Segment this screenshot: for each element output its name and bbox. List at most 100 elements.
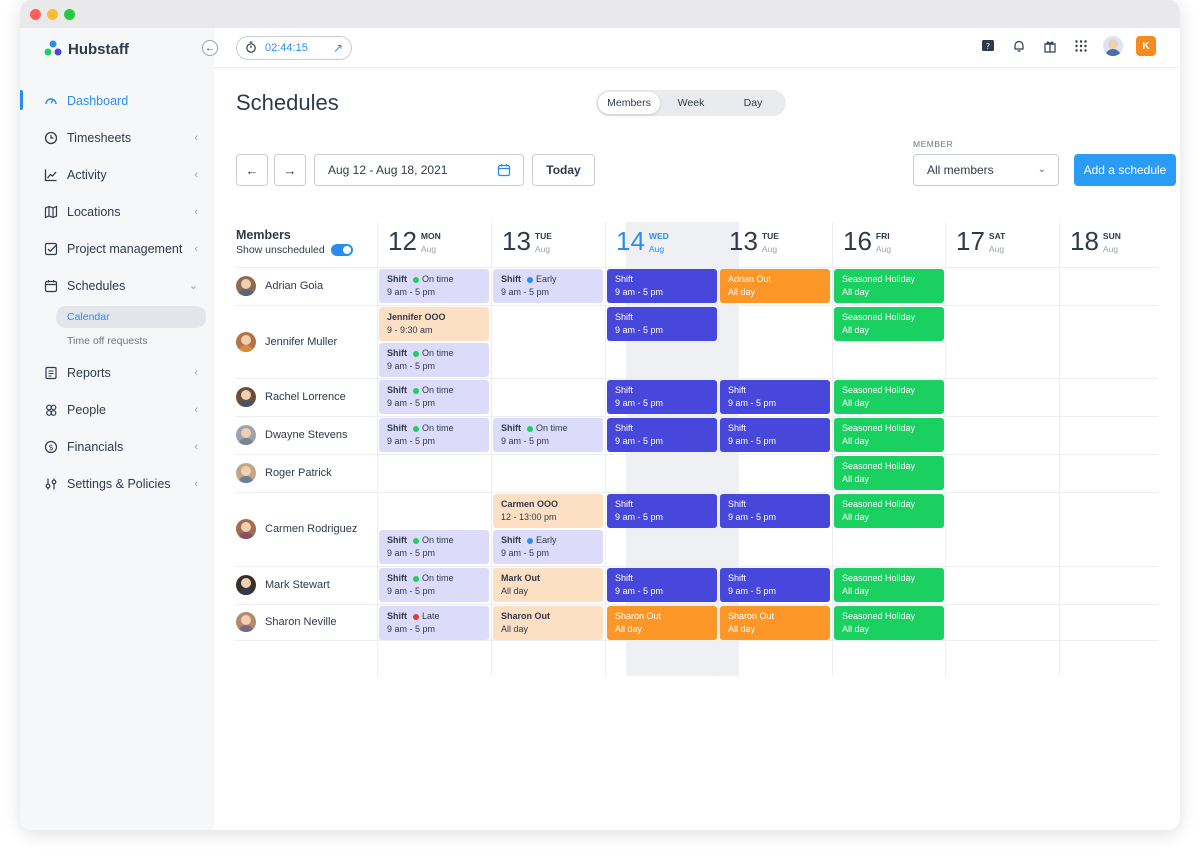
organization-avatar[interactable]: K (1136, 36, 1156, 56)
apps-grid-icon[interactable] (1072, 37, 1090, 55)
sidebar-item-activity[interactable]: Activity ‹ (20, 156, 214, 193)
day-month: Aug (1102, 244, 1119, 254)
sidebar-item-label: Financials (67, 439, 124, 454)
tab-day[interactable]: Day (743, 97, 763, 109)
schedule-event[interactable]: Seasoned Holiday All day (834, 606, 944, 640)
schedule-event[interactable]: Adrian Out All day (720, 269, 830, 303)
sidebar-item-locations[interactable]: Locations ‹ (20, 193, 214, 230)
row-divider (236, 604, 1158, 605)
member-row[interactable]: Jennifer Muller (236, 331, 337, 352)
schedule-event[interactable]: Sharon Out All day (493, 606, 603, 640)
tab-week[interactable]: Week (677, 97, 705, 109)
schedule-event[interactable]: Shift 9 am - 5 pm (607, 307, 717, 341)
schedule-event[interactable]: Shift On time 9 am - 5 pm (379, 343, 489, 377)
event-time: 9 am - 5 pm (501, 436, 550, 446)
day-header[interactable]: 12 MON Aug (388, 226, 441, 256)
schedule-event[interactable]: Shift 9 am - 5 pm (607, 269, 717, 303)
help-icon[interactable]: ? (979, 37, 997, 55)
minimize-window-icon[interactable] (47, 9, 58, 20)
sidebar-subitem-calendar[interactable]: Calendar (56, 306, 206, 328)
schedule-event[interactable]: Carmen OOO 12 - 13:00 pm (493, 494, 603, 528)
schedule-event[interactable]: Shift 9 am - 5 pm (720, 418, 830, 452)
schedule-event[interactable]: Shift 9 am - 5 pm (607, 380, 717, 414)
maximize-window-icon[interactable] (64, 9, 75, 20)
chevron-left-icon: ‹ (194, 168, 198, 181)
tab-members[interactable]: Members (598, 92, 660, 114)
day-header[interactable]: 14 WED Aug (616, 226, 669, 256)
schedule-event[interactable]: Seasoned Holiday All day (834, 456, 944, 490)
day-month: Aug (648, 244, 665, 254)
schedule-event[interactable]: Shift 9 am - 5 pm (607, 418, 717, 452)
schedule-event[interactable]: Jennifer OOO 9 - 9:30 am (379, 307, 489, 341)
schedule-event[interactable]: Shift 9 am - 5 pm (720, 380, 830, 414)
open-timer-icon[interactable]: ↗ (332, 41, 343, 55)
show-unscheduled-toggle[interactable] (330, 244, 353, 256)
member-row[interactable]: Rachel Lorrence (236, 387, 346, 407)
schedule-event[interactable]: Sharon Out All day (720, 606, 830, 640)
day-header[interactable]: 16 FRI Aug (843, 226, 891, 256)
day-header[interactable]: 18 SUN Aug (1070, 226, 1121, 256)
sidebar-item-timesheets[interactable]: Timesheets ‹ (20, 119, 214, 156)
schedule-event[interactable]: Shift 9 am - 5 pm (607, 494, 717, 528)
event-time: 9 am - 5 pm (728, 586, 777, 596)
schedule-event[interactable]: Seasoned Holiday All day (834, 418, 944, 452)
schedule-event[interactable]: Shift Early 9 am - 5 pm (493, 530, 603, 564)
timer-widget[interactable]: 02:44:15 ↗ (236, 36, 352, 60)
svg-text:?: ? (986, 42, 990, 51)
schedule-event[interactable]: Seasoned Holiday All day (834, 568, 944, 602)
status-badge: On time (413, 384, 454, 397)
event-time: All day (842, 398, 870, 408)
day-header[interactable]: 17 SAT Aug (956, 226, 1005, 256)
status-dot-icon (527, 537, 533, 544)
sidebar-item-financials[interactable]: $ Financials ‹ (20, 428, 214, 465)
user-avatar[interactable] (1103, 36, 1123, 56)
schedule-event[interactable]: Shift On time 9 am - 5 pm (379, 530, 489, 564)
sidebar-item-project-management[interactable]: Project management ‹ (20, 230, 214, 267)
sidebar-subitem-time-off-requests[interactable]: Time off requests (67, 335, 148, 347)
member-row[interactable]: Mark Stewart (236, 575, 330, 595)
member-row[interactable]: Roger Patrick (236, 463, 332, 483)
schedule-event[interactable]: Seasoned Holiday All day (834, 269, 944, 303)
status-badge: Late (413, 610, 440, 623)
close-window-icon[interactable] (30, 9, 41, 20)
day-header[interactable]: 13 TUE Aug (729, 226, 779, 256)
schedule-event[interactable]: Shift 9 am - 5 pm (720, 568, 830, 602)
schedule-event[interactable]: Shift Early 9 am - 5 pm (493, 269, 603, 303)
schedule-event[interactable]: Sharon Out All day (607, 606, 717, 640)
schedule-event[interactable]: Shift On time 9 am - 5 pm (493, 418, 603, 452)
schedule-event[interactable]: Shift Late 9 am - 5 pm (379, 606, 489, 640)
hubstaff-logo[interactable]: Hubstaff (44, 40, 129, 58)
checkbox-icon (44, 242, 58, 256)
previous-week-button[interactable]: ← (236, 154, 268, 186)
schedule-event[interactable]: Seasoned Holiday All day (834, 307, 944, 341)
schedule-event[interactable]: Shift On time 9 am - 5 pm (379, 418, 489, 452)
member-name: Rachel Lorrence (265, 391, 346, 403)
member-filter-select[interactable]: All members ⌄ (913, 154, 1059, 186)
add-schedule-button[interactable]: Add a schedule (1074, 154, 1176, 186)
member-row[interactable]: Dwayne Stevens (236, 425, 348, 445)
day-header[interactable]: 13 TUE Aug (502, 226, 552, 256)
sidebar-item-settings-policies[interactable]: Settings & Policies ‹ (20, 465, 214, 502)
schedule-event[interactable]: Seasoned Holiday All day (834, 494, 944, 528)
sidebar-item-schedules[interactable]: Schedules ⌄ (20, 267, 214, 304)
member-row[interactable]: Sharon Neville (236, 612, 337, 632)
sidebar-item-reports[interactable]: Reports ‹ (20, 354, 214, 391)
schedule-event[interactable]: Shift On time 9 am - 5 pm (379, 568, 489, 602)
sidebar-item-dashboard[interactable]: Dashboard (20, 82, 214, 119)
member-row[interactable]: Adrian Goia (236, 276, 323, 296)
today-button[interactable]: Today (532, 154, 595, 186)
next-week-button[interactable]: → (274, 154, 306, 186)
gift-icon[interactable] (1041, 37, 1059, 55)
member-row[interactable]: Carmen Rodriguez (236, 519, 357, 539)
schedule-event[interactable]: Shift On time 9 am - 5 pm (379, 380, 489, 414)
schedule-event[interactable]: Mark Out All day (493, 568, 603, 602)
sidebar-item-people[interactable]: People ‹ (20, 391, 214, 428)
schedule-event[interactable]: Shift 9 am - 5 pm (720, 494, 830, 528)
bell-icon[interactable] (1010, 37, 1028, 55)
sidebar-item-label: Dashboard (67, 93, 129, 108)
schedule-event[interactable]: Seasoned Holiday All day (834, 380, 944, 414)
schedule-event[interactable]: Shift 9 am - 5 pm (607, 568, 717, 602)
schedule-event[interactable]: Shift On time 9 am - 5 pm (379, 269, 489, 303)
collapse-sidebar-button[interactable]: ← (202, 40, 218, 56)
date-range-picker[interactable]: Aug 12 - Aug 18, 2021 (314, 154, 524, 186)
